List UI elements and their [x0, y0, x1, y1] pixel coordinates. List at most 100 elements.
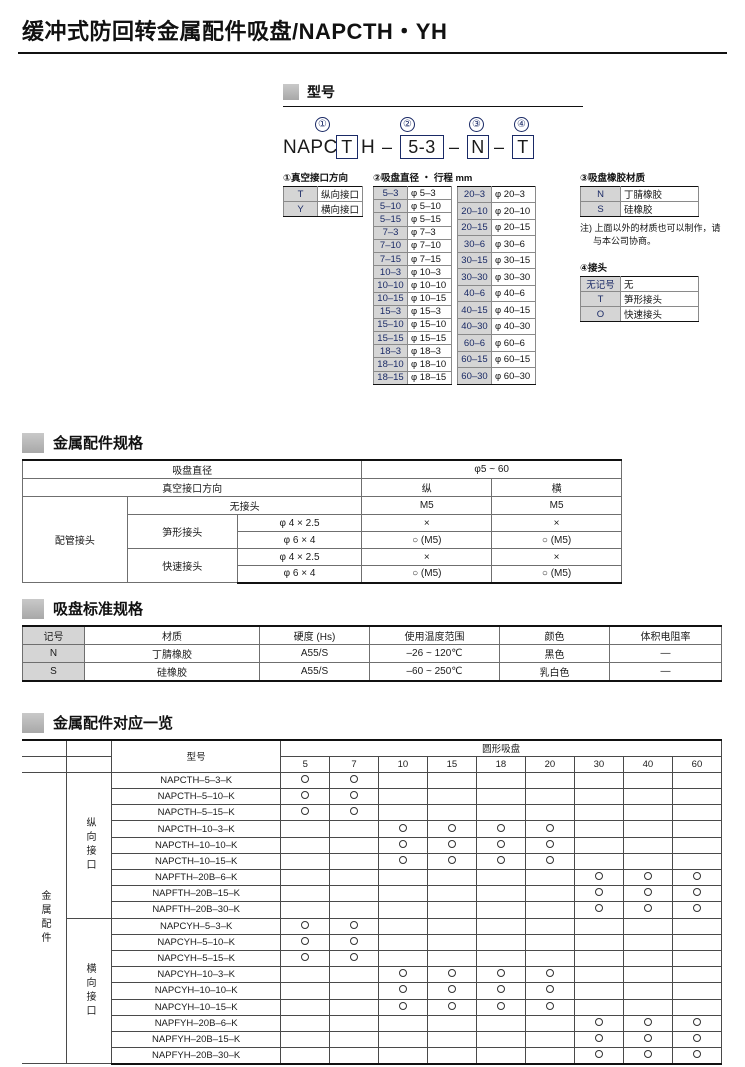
opt2b-code-3: 30–6	[457, 235, 492, 253]
opt2a-code-3: 7–3	[373, 225, 408, 240]
section-marker-icon	[22, 712, 44, 733]
fitting-sub-2: φ 6 × 4	[236, 531, 363, 549]
matrix-cell-30	[573, 820, 624, 838]
opt2a-code-2: 5–15	[373, 212, 408, 227]
fitting-v2-3: ×	[491, 548, 622, 566]
section-marker-icon	[22, 432, 44, 453]
circle-mark-icon	[350, 953, 358, 962]
matrix-cell-10	[377, 998, 428, 1016]
matrix-cell-7	[329, 836, 379, 854]
cup-temp-1: –60 ~ 250℃	[369, 662, 500, 682]
circle-mark-icon	[545, 823, 554, 832]
matrix-cell-20	[524, 885, 575, 903]
circle-mark-icon	[447, 969, 456, 978]
opt1-code-0: T	[283, 186, 318, 202]
matrix-cell-60	[671, 820, 723, 838]
matrix-size-40: 40	[622, 755, 673, 773]
option-1-table: T 纵向接口 Y 横向接口	[283, 186, 364, 217]
matrix-cell-7	[329, 917, 379, 935]
matrix-cell-10	[377, 1047, 428, 1065]
model-box-3: N	[467, 135, 489, 159]
matrix-model-name: NAPCTH–10–10–K	[110, 836, 282, 854]
matrix-cell-10	[377, 804, 428, 822]
matrix-cell-20	[524, 982, 575, 1000]
diameter-value: φ5 ~ 60	[361, 459, 622, 479]
circle-mark-icon	[301, 774, 310, 783]
circle-mark-icon	[643, 1033, 652, 1042]
material-note-line2: 与本公司协商。	[593, 236, 657, 247]
matrix-cell-10	[377, 1030, 428, 1049]
option-3-label: ③吸盘橡胶材质	[580, 173, 646, 184]
matrix-cell-30	[573, 949, 624, 968]
matrix-model-name: NAPCYH–5–15–K	[110, 949, 282, 968]
fitting-name-0: 无接头	[126, 496, 363, 515]
opt2a-code-9: 15–3	[373, 304, 408, 319]
model-section-header: 型号	[283, 82, 735, 102]
matrix-cell-40	[622, 998, 673, 1016]
direction-col-vertical: 纵	[361, 478, 493, 497]
circle-mark-icon	[643, 1017, 652, 1026]
table-row: NAPCYH–5–10–K	[22, 933, 723, 951]
matrix-cell-7	[329, 982, 379, 1000]
matrix-cell-30	[573, 868, 624, 887]
matrix-cell-10	[377, 982, 428, 1000]
matrix-cell-15	[426, 852, 477, 871]
matrix-cell-40	[622, 804, 673, 822]
section-marker-icon	[283, 84, 299, 100]
matrix-cell-40	[622, 885, 673, 903]
matrix-header: 金属配件对应一览	[22, 712, 722, 733]
matrix-cell-30	[573, 1030, 624, 1049]
circle-mark-icon	[545, 855, 554, 864]
matrix-cell-15	[426, 966, 477, 984]
model-suffix: H	[361, 137, 376, 158]
table-row: 15–15 φ 15–15	[373, 331, 452, 346]
matrix-cell-15	[426, 1014, 477, 1032]
table-row: NAPCTH–10–15–K	[22, 852, 723, 871]
matrix-model-name: NAPCTH–10–3–K	[110, 820, 282, 838]
matrix-cell-15	[426, 917, 477, 935]
table-row: NAPCYH–10–10–K	[22, 982, 723, 1000]
matrix-model-name: NAPFYH–20B–15–K	[110, 1030, 282, 1049]
matrix-cell-30	[573, 885, 624, 903]
opt2b-desc-5: φ 30–30	[491, 268, 536, 286]
circle-mark-icon	[692, 872, 701, 881]
circle-mark-icon	[594, 872, 603, 881]
model-box-4: T	[512, 135, 534, 159]
table-row: 5–3 φ 5–3	[373, 185, 452, 201]
cup-resist-1: —	[609, 662, 722, 682]
matrix-cell-30	[573, 933, 624, 951]
matrix-cell-10	[377, 949, 428, 968]
circle-mark-icon	[545, 839, 554, 848]
table-row: NAPCTH–5–15–K	[22, 804, 723, 822]
opt2b-desc-8: φ 40–30	[491, 317, 536, 336]
matrix-size-60: 60	[671, 755, 723, 773]
matrix-cell-18	[475, 901, 526, 919]
table-row: O 快速接头	[580, 306, 699, 323]
matrix-cell-20	[524, 852, 575, 871]
table-row: φ 6 × 4 ○ (M5) ○ (M5)	[23, 565, 622, 584]
matrix-cell-60	[671, 852, 723, 871]
cup-th-hardness: 硬度 (Hs)	[259, 625, 370, 645]
matrix-cell-15	[426, 1047, 477, 1065]
opt3-desc-1: 硅橡胶	[620, 201, 699, 217]
matrix-model-name: NAPCTH–10–15–K	[110, 852, 282, 871]
table-row: 7–10 φ 7–10	[373, 238, 452, 253]
table-row: 横向接口 NAPCYH–5–3–K	[22, 917, 723, 1065]
table-row: 20–3 φ 20–3	[457, 185, 536, 204]
matrix-cell-40	[622, 901, 673, 919]
matrix-cell-7	[329, 820, 379, 838]
matrix-cell-18	[475, 820, 526, 838]
matrix-cell-30	[573, 982, 624, 1000]
matrix-cell-7	[329, 804, 379, 822]
table-row: 40–15 φ 40–15	[457, 301, 536, 319]
circle-mark-icon	[447, 985, 456, 994]
matrix-cell-15	[426, 982, 477, 1000]
matrix-cell-18	[475, 933, 526, 951]
matrix-cell-60	[671, 836, 723, 854]
matrix-cell-18	[475, 998, 526, 1016]
table-row: 无记号 无	[580, 276, 699, 293]
matrix-cell-15	[426, 885, 477, 903]
matrix-cell-20	[524, 917, 575, 935]
opt2b-desc-2: φ 20–15	[491, 218, 536, 237]
matrix-cell-40	[622, 1014, 673, 1032]
